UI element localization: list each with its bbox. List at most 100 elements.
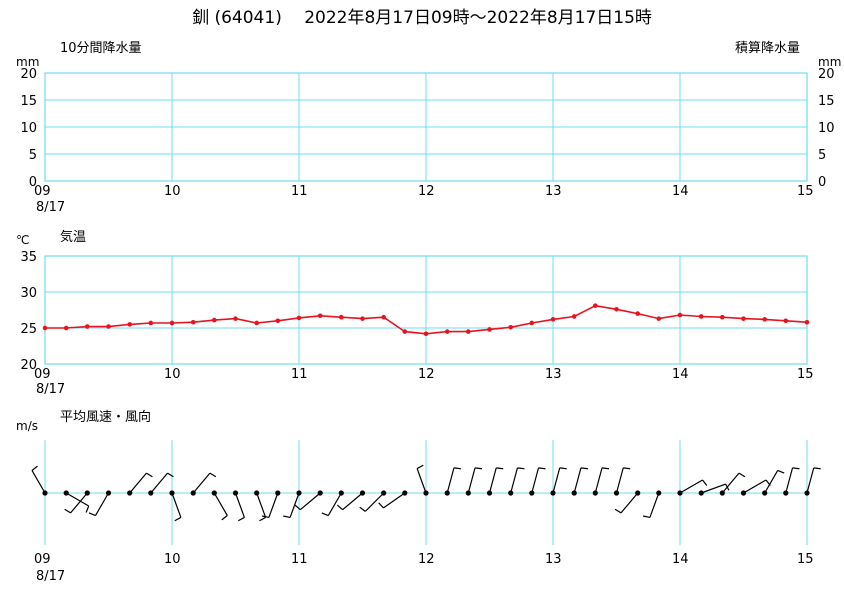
wind-point: [338, 490, 344, 496]
wind-point: [804, 490, 810, 496]
wind-barb-shaft: [488, 467, 497, 494]
precip-right-label: 積算降水量: [735, 41, 800, 56]
wind-point: [656, 490, 662, 496]
wind-point: [550, 490, 556, 496]
wind-barb-tick: [259, 516, 266, 522]
temp-point: [402, 329, 408, 334]
temp-point: [465, 329, 471, 334]
wind-point: [740, 490, 747, 496]
precip-right-unit: mm: [818, 55, 841, 69]
precip-right-tick-label: 0: [818, 175, 826, 190]
wind-barb-tick: [294, 504, 301, 511]
temp-point: [741, 316, 746, 321]
wind-x-tick-label: 09: [34, 552, 51, 567]
wind-point: [190, 490, 196, 496]
wind-barb-shaft: [721, 472, 740, 494]
wind-barb-shaft: [65, 492, 90, 507]
wind-barb-tick: [378, 502, 384, 509]
wind-barb-shaft: [615, 467, 624, 494]
wind-point: [359, 490, 366, 496]
temp-unit: ℃: [16, 233, 29, 247]
wind-barb-tick: [738, 472, 746, 478]
wind-point: [105, 490, 112, 496]
precip-x-ticks: 09 10 11 12 13 14 15: [34, 184, 814, 199]
wind-x-tick-label: 14: [672, 552, 689, 567]
wind-barb-shaft: [467, 467, 476, 494]
wind-barb-shaft: [256, 492, 267, 518]
wind-panel: m/s 平均風速・風向 09 10 11 12 13 14 15 8/17: [16, 409, 821, 584]
wind-barb-shaft: [129, 472, 147, 494]
wind-x-tick-label: 15: [797, 552, 814, 567]
wind-barb-shaft: [31, 470, 46, 494]
wind-barb-tick: [416, 464, 424, 470]
wind-barb-tick: [321, 512, 329, 517]
wind-barb-tick: [209, 472, 217, 478]
precip-right-tick-label: 20: [818, 67, 835, 82]
precip-x-tick-label: 15: [797, 184, 814, 199]
wind-x-ticks: 09 10 11 12 13 14 15: [34, 552, 814, 567]
wind-point: [613, 490, 620, 496]
temp-point: [169, 320, 175, 326]
wind-barb-shaft: [531, 467, 540, 494]
wind-point: [254, 490, 260, 496]
wind-barb-tick: [283, 515, 291, 519]
temp-point: [148, 320, 154, 326]
wind-point: [317, 490, 323, 496]
wind-barb-tick: [496, 467, 504, 470]
wind-barb-tick: [261, 515, 270, 519]
wind-point: [783, 490, 789, 496]
temperature-panel: ℃ 気温 35 30 25 20 09 10 11 12 13 14 15 8/17: [16, 229, 814, 397]
temp-point: [550, 317, 556, 322]
wind-barb-tick: [31, 465, 38, 471]
wind-barb-shaft: [446, 467, 455, 494]
wind-barb-tick: [813, 467, 821, 470]
wind-barb-tick: [146, 472, 153, 478]
wind-point: [381, 490, 387, 496]
wind-barb-shaft: [299, 492, 321, 511]
wind-barb-tick: [777, 469, 785, 474]
temp-y-tick-label: 25: [20, 322, 37, 337]
wind-label: 平均風速・風向: [60, 409, 151, 425]
wind-barb-shaft: [701, 483, 726, 494]
wind-x-tick-label: 10: [164, 552, 181, 567]
precip-right-tick-label: 5: [818, 148, 826, 163]
wind-point: [571, 490, 577, 496]
precip-left-tick-label: 15: [20, 94, 37, 109]
wind-barb-tick: [167, 472, 174, 478]
temp-point: [84, 324, 90, 329]
temp-point: [233, 316, 238, 321]
temp-point: [719, 314, 725, 320]
temp-y-tick-label: 30: [20, 286, 37, 301]
precip-right-tick-label: 10: [818, 121, 835, 136]
temp-point: [296, 315, 302, 321]
wind-point: [63, 490, 69, 496]
temp-x-tick-label: 11: [291, 367, 308, 382]
wind-point: [423, 490, 429, 496]
wind-barb-tick: [453, 467, 461, 470]
wind-barb-shaft: [806, 467, 815, 494]
temp-x-tick-label: 14: [672, 367, 689, 382]
wind-barb-tick: [580, 467, 588, 470]
temp-point: [487, 327, 492, 332]
temp-point: [762, 317, 768, 322]
wind-point: [698, 490, 704, 496]
temp-series: [42, 303, 810, 337]
wind-point: [169, 490, 175, 496]
wind-date-label: 8/17: [36, 569, 65, 584]
wind-barb-tick: [221, 515, 228, 521]
temp-point: [211, 317, 217, 323]
wind-barb-shaft: [594, 467, 603, 494]
wind-point: [148, 490, 154, 496]
wind-barb-tick: [623, 467, 631, 470]
chart-title: 釧 (64041) 2022年8月17日09時～2022年8月17日15時: [192, 8, 652, 28]
wind-point: [402, 490, 408, 496]
wind-barb-tick: [792, 467, 800, 470]
wind-point: [762, 490, 768, 496]
wind-barb-shaft: [342, 492, 363, 511]
wind-x-tick-label: 13: [545, 552, 562, 567]
wind-barb-tick: [517, 467, 525, 470]
wind-point: [529, 490, 535, 496]
wind-barb-shaft: [764, 470, 779, 494]
temp-point: [635, 311, 641, 316]
wind-barb-shaft: [416, 468, 427, 494]
